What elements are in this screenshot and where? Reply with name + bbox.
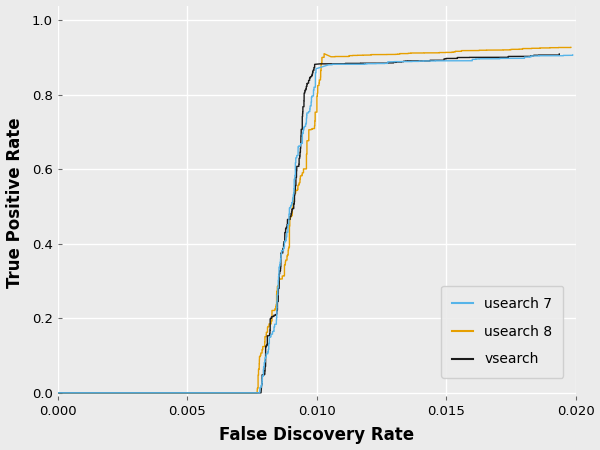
- Legend: usearch 7, usearch 8, vsearch: usearch 7, usearch 8, vsearch: [441, 285, 563, 378]
- X-axis label: False Discovery Rate: False Discovery Rate: [219, 427, 414, 445]
- Y-axis label: True Positive Rate: True Positive Rate: [5, 117, 23, 288]
